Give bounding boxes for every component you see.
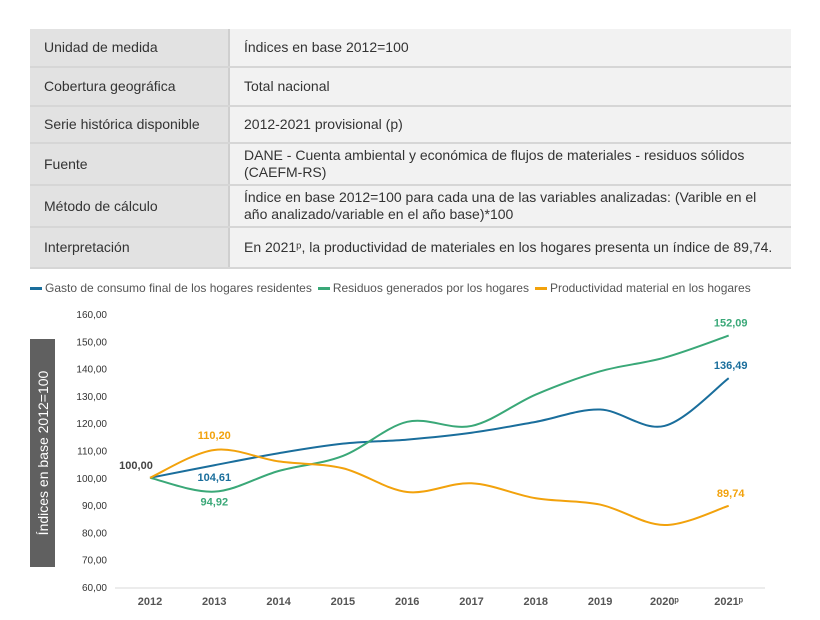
legend-item: Gasto de consumo final de los hogares re… — [30, 281, 312, 295]
y-tick-label: 140,00 — [76, 365, 107, 376]
legend-item: Productividad material en los hogares — [534, 281, 751, 295]
y-tick-label: 120,00 — [76, 419, 107, 430]
y-tick-label: 160,00 — [76, 310, 107, 321]
data-label: 152,09 — [714, 318, 748, 330]
info-label: Serie histórica disponible — [30, 106, 230, 144]
x-tick-label: 2018 — [524, 596, 548, 608]
info-value: En 2021ᵖ, la productividad de materiales… — [229, 227, 791, 269]
info-row: Método de cálculo Índice en base 2012=100… — [30, 185, 791, 228]
y-tick-label: 60,00 — [82, 583, 107, 594]
info-row: Fuente DANE - Cuenta ambiental y económic… — [30, 143, 791, 186]
legend-swatch — [317, 286, 330, 290]
data-label: 110,20 — [198, 430, 231, 442]
series-line — [149, 377, 730, 479]
info-label: Cobertura geográfica — [30, 67, 230, 107]
series-line — [149, 334, 730, 493]
info-value: Total nacional — [229, 67, 791, 107]
x-tick-label: 2017 — [459, 596, 483, 608]
info-row: Cobertura geográfica Total nacional — [30, 67, 791, 107]
chart-legend: Gasto de consumo final de los hogares re… — [30, 281, 751, 295]
data-label-base: 100,00 — [119, 460, 153, 472]
info-label: Unidad de medida — [30, 29, 230, 68]
info-value: Índices en base 2012=100 — [229, 29, 791, 68]
x-tick-label: 2013 — [202, 596, 226, 608]
x-tick-label: 2015 — [331, 596, 355, 608]
y-tick-label: 130,00 — [76, 392, 107, 403]
info-table: Unidad de medida Índices en base 2012=100… — [30, 29, 791, 269]
legend-label: Residuos generados por los hogares — [332, 281, 529, 295]
info-value: Índice en base 2012=100 para cada una de… — [229, 185, 791, 228]
y-tick-label: 150,00 — [76, 337, 107, 348]
y-tick-label: 110,00 — [77, 447, 107, 458]
info-value: 2012-2021 provisional (p) — [229, 106, 791, 144]
y-tick-label: 100,00 — [76, 474, 107, 485]
data-label: 136,49 — [714, 360, 748, 372]
legend-label: Productividad material en los hogares — [549, 281, 751, 295]
legend-item: Residuos generados por los hogares — [317, 281, 529, 295]
legend-swatch — [534, 286, 547, 290]
info-row: Unidad de medida Índices en base 2012=100 — [30, 29, 791, 68]
data-label: 104,61 — [197, 472, 231, 484]
info-row: Interpretación En 2021ᵖ, la productividad… — [30, 227, 791, 269]
info-value: DANE - Cuenta ambiental y económica de f… — [229, 143, 791, 186]
legend-label: Gasto de consumo final de los hogares re… — [45, 281, 312, 295]
y-axis-label-box: Índices en base 2012=100 — [30, 339, 55, 567]
info-label: Fuente — [30, 143, 230, 186]
x-tick-label: 2016 — [395, 596, 419, 608]
y-tick-label: 90,00 — [82, 501, 107, 512]
info-label: Método de cálculo — [30, 185, 230, 228]
y-tick-label: 80,00 — [82, 528, 107, 539]
series-line — [149, 448, 729, 527]
x-tick-label: 2014 — [266, 596, 291, 608]
x-tick-label: 2021ᵖ — [714, 596, 743, 608]
info-row: Serie histórica disponible 2012-2021 prov… — [30, 106, 791, 144]
data-label: 94,92 — [201, 497, 229, 509]
x-tick-label: 2012 — [138, 596, 162, 608]
info-label: Interpretación — [30, 227, 230, 269]
data-label: 89,74 — [717, 488, 745, 500]
legend-swatch — [30, 286, 42, 290]
x-tick-label: 2019 — [588, 596, 612, 608]
x-tick-label: 2020ᵖ — [650, 596, 679, 608]
y-tick-label: 70,00 — [82, 556, 107, 567]
